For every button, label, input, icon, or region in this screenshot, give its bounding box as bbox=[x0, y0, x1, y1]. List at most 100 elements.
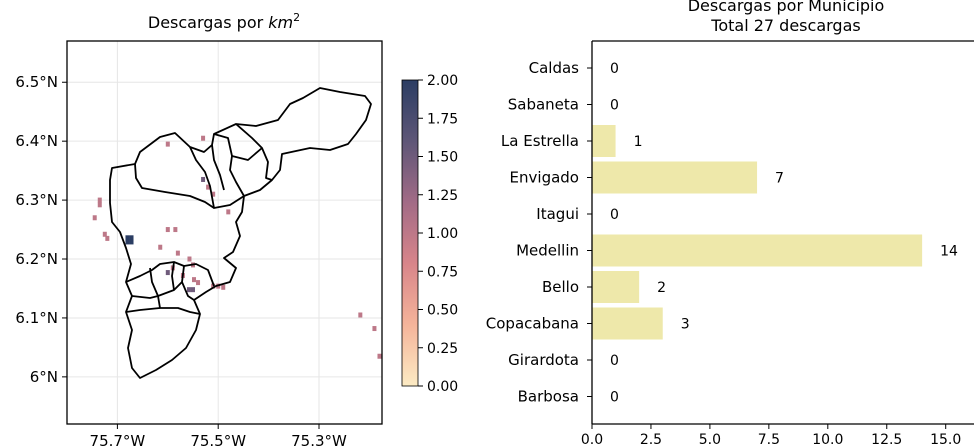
bar-title-line2: Total 27 descargas bbox=[710, 16, 860, 35]
map-cell bbox=[97, 197, 102, 203]
colorbar-tick-label: 1.50 bbox=[427, 150, 458, 166]
bar-category-label: Sabaneta bbox=[508, 96, 579, 114]
map-cell bbox=[165, 227, 170, 233]
map-cell bbox=[129, 235, 134, 241]
municipality-boundaries bbox=[109, 87, 372, 379]
colorbar-tick-label: 0.75 bbox=[427, 264, 458, 280]
bar-value-label: 3 bbox=[681, 317, 690, 333]
map-y-tick-label: 6°N bbox=[30, 368, 58, 386]
map-x-tick-label: 75.5°W bbox=[190, 432, 246, 448]
boundary-line bbox=[231, 147, 263, 161]
map-cell bbox=[125, 235, 130, 241]
map-cell bbox=[125, 239, 130, 245]
bar bbox=[592, 161, 758, 194]
colorbar-ticks: 0.00 0.25 0.50 0.75 1.00 1.25 1.50 1.75 2.00 bbox=[418, 73, 458, 395]
map-cell bbox=[129, 239, 134, 245]
colorbar-tick-label: 2.00 bbox=[427, 73, 458, 89]
map-title-prefix: Descargas por bbox=[148, 13, 268, 32]
colorbar-tick-label: 0.00 bbox=[427, 379, 458, 395]
bar-category-label: Barbosa bbox=[518, 388, 579, 406]
bar-category-label: Bello bbox=[542, 278, 579, 296]
bar-x-tick-label: 10.0 bbox=[812, 432, 843, 448]
map-cell bbox=[97, 202, 102, 208]
boundary-line bbox=[125, 307, 201, 315]
map-cell bbox=[186, 287, 191, 293]
bar-x-tick-label: 12.5 bbox=[871, 432, 902, 448]
bar bbox=[592, 125, 616, 157]
bar bbox=[592, 307, 663, 340]
bar bbox=[592, 271, 640, 303]
bar-category-label: Girardota bbox=[508, 351, 579, 369]
map-y-tick-label: 6.5°N bbox=[15, 73, 58, 91]
bar-value-label: 0 bbox=[610, 353, 619, 369]
bar-value-label: 0 bbox=[610, 98, 619, 114]
map-y-tick-label: 6.2°N bbox=[15, 250, 58, 268]
map-cell bbox=[201, 176, 206, 182]
colorbar-tick-label: 1.00 bbox=[427, 226, 458, 242]
map-cell bbox=[187, 256, 192, 262]
boundary-line bbox=[171, 261, 175, 291]
bar-value-label: 14 bbox=[940, 244, 958, 260]
colorbar-tick-label: 1.25 bbox=[427, 188, 458, 204]
map-cell bbox=[201, 135, 206, 141]
bar-category-label: Envigado bbox=[510, 169, 579, 187]
boundary-line bbox=[134, 163, 215, 209]
bar-category-label: Medellin bbox=[516, 242, 579, 260]
map-cell bbox=[372, 326, 377, 332]
colorbar-tick-label: 1.75 bbox=[427, 111, 458, 127]
bar-x-tick-label: 15.0 bbox=[930, 432, 961, 448]
map-axis-ticks: 75.7°W 75.5°W 75.3°W 6°N 6.1°N 6.2°N 6.3°N 6.4°… bbox=[15, 73, 347, 448]
boundary-line bbox=[235, 123, 273, 181]
colorbar-tick-label: 0.50 bbox=[427, 303, 458, 319]
map-cells bbox=[92, 135, 382, 359]
map-title-exponent: 2 bbox=[293, 11, 300, 24]
colorbar-tick-label: 0.25 bbox=[427, 341, 458, 357]
map-cell bbox=[221, 284, 226, 290]
colorbar bbox=[401, 79, 419, 387]
boundary-line bbox=[181, 265, 195, 301]
map-grid bbox=[67, 41, 382, 424]
bar-series: 0 0 1 7 0 14 2 3 0 0 bbox=[592, 61, 958, 406]
map-cell bbox=[175, 250, 180, 256]
bar-value-label: 2 bbox=[657, 280, 666, 296]
boundary-line bbox=[213, 133, 245, 197]
map-frame bbox=[66, 40, 383, 425]
bar-axis-ticks: Caldas Sabaneta La Estrella Envigado Itagui M… bbox=[486, 59, 962, 448]
bar-value-label: 7 bbox=[775, 171, 784, 187]
boundary-line bbox=[131, 281, 183, 299]
map-cell bbox=[358, 312, 363, 318]
map-cell bbox=[165, 141, 170, 147]
bar-value-label: 0 bbox=[610, 61, 619, 77]
bar-x-tick-label: 7.5 bbox=[758, 432, 780, 448]
map-x-tick-label: 75.7°W bbox=[90, 432, 146, 448]
map-cell bbox=[105, 235, 110, 241]
map-cell bbox=[173, 227, 178, 233]
map-cell bbox=[196, 280, 201, 286]
map-cell bbox=[211, 191, 216, 197]
bar-x-tick-label: 2.5 bbox=[640, 432, 662, 448]
bar-value-label: 0 bbox=[610, 390, 619, 406]
boundary-line bbox=[149, 267, 161, 309]
map-x-tick-label: 75.3°W bbox=[291, 432, 347, 448]
map-cell bbox=[206, 184, 211, 190]
map-cell bbox=[92, 215, 97, 221]
bar-category-label: Copacabana bbox=[486, 315, 579, 333]
bar-category-label: La Estrella bbox=[501, 132, 579, 150]
bar-category-label: Caldas bbox=[529, 59, 580, 77]
map-cell bbox=[192, 277, 197, 283]
bar-x-tick-label: 0.0 bbox=[581, 432, 603, 448]
map-y-tick-label: 6.1°N bbox=[15, 309, 58, 327]
bar-x-tick-label: 5.0 bbox=[699, 432, 721, 448]
bar bbox=[592, 234, 923, 267]
map-title: Descargas por km2 bbox=[148, 11, 300, 32]
boundary-line bbox=[189, 146, 245, 209]
map-cell bbox=[226, 209, 231, 215]
boundary-line bbox=[125, 261, 215, 287]
bar-value-label: 1 bbox=[634, 134, 643, 150]
map-cell bbox=[102, 231, 107, 237]
bar-title-line1: Descargas por Municipio bbox=[688, 0, 885, 15]
bar-value-label: 0 bbox=[610, 207, 619, 223]
boundary-line bbox=[211, 144, 225, 191]
region-outline bbox=[109, 87, 372, 379]
